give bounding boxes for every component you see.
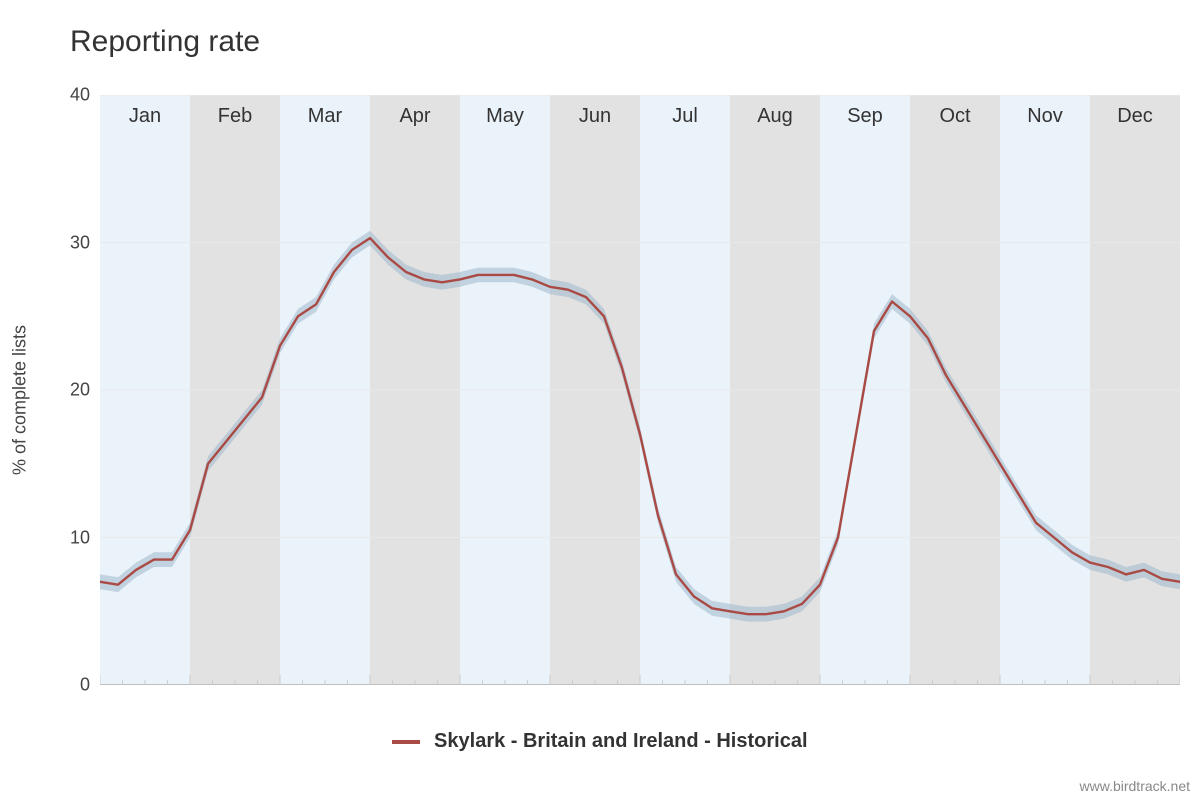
legend-swatch xyxy=(392,740,420,744)
chart-title: Reporting rate xyxy=(70,25,260,59)
legend-label: Skylark - Britain and Ireland - Historic… xyxy=(434,730,807,752)
y-tick-label: 20 xyxy=(50,380,90,401)
y-tick-label: 10 xyxy=(50,527,90,548)
month-label: Oct xyxy=(939,105,970,128)
y-tick-label: 0 xyxy=(50,675,90,696)
month-label: Jun xyxy=(579,105,611,128)
month-label: Sep xyxy=(847,105,883,128)
legend: Skylark - Britain and Ireland - Historic… xyxy=(0,730,1200,753)
month-label: Feb xyxy=(218,105,252,128)
y-axis-label: % of complete lists xyxy=(10,325,31,475)
y-tick-label: 40 xyxy=(50,85,90,106)
month-label: Jan xyxy=(129,105,161,128)
attribution-text: www.birdtrack.net xyxy=(1080,778,1190,794)
month-label: Mar xyxy=(308,105,342,128)
month-label: Jul xyxy=(672,105,698,128)
chart-container: Reporting rate % of complete lists 0 10 20… xyxy=(0,0,1200,800)
month-label: Nov xyxy=(1027,105,1063,128)
month-label: Apr xyxy=(399,105,430,128)
month-label: Aug xyxy=(757,105,793,128)
month-label: Dec xyxy=(1117,105,1153,128)
plot-area xyxy=(100,95,1180,685)
month-label: May xyxy=(486,105,524,128)
y-tick-label: 30 xyxy=(50,232,90,253)
